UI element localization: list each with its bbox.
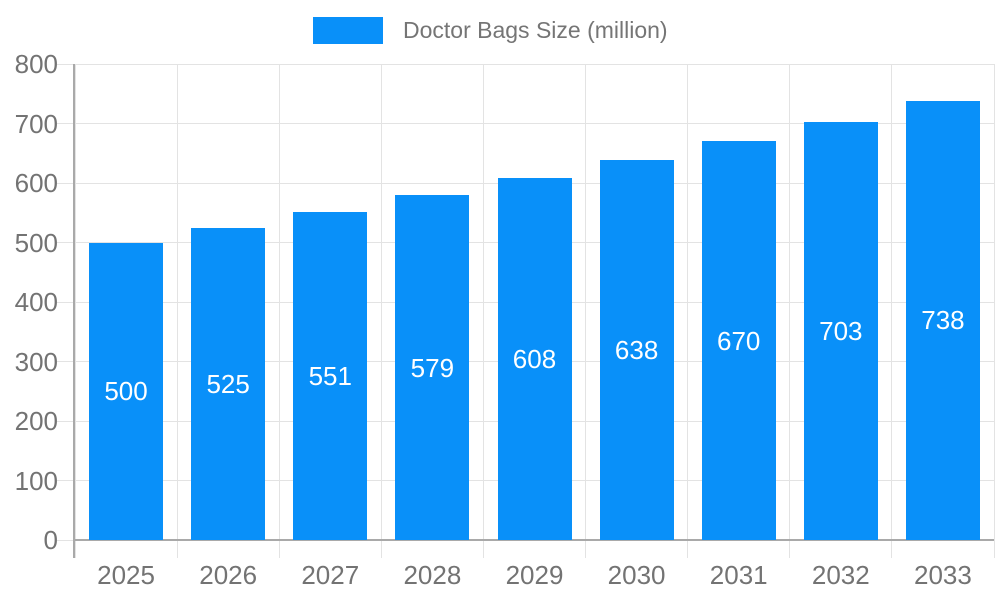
bar-value-label: 738 [921,305,965,336]
x-gridline [74,64,76,558]
y-axis-tick-label: 300 [14,346,58,377]
y-gridline [57,123,994,124]
x-gridline [585,64,587,558]
bar-value-label: 525 [206,368,250,399]
bar-2025[interactable]: 500 [89,242,164,540]
y-axis-tick-label: 700 [14,108,58,139]
x-gridline [891,64,893,558]
x-gridline [482,64,484,558]
bar-2026[interactable]: 525 [191,227,266,540]
x-gridline [789,64,791,558]
x-axis-tick-label: 2026 [199,560,258,590]
bar-2028[interactable]: 579 [395,195,470,540]
x-axis-tick-label: 2032 [811,560,870,590]
bar-2030[interactable]: 638 [599,160,674,540]
x-axis-tick-label: 2031 [709,560,768,590]
x-axis-tick-label: 2029 [505,560,564,590]
x-axis-line [73,539,994,541]
bar-value-label: 703 [819,315,863,346]
x-gridline [176,64,178,558]
x-axis-tick-label: 2033 [914,560,972,590]
bar-value-label: 579 [410,352,455,383]
x-axis-tick-label: 2030 [607,560,666,590]
legend-swatch [313,17,383,44]
x-gridline [687,64,689,558]
bar-2027[interactable]: 551 [293,212,368,540]
x-axis-tick-label: 2027 [301,560,360,590]
x-axis-tick-label: 2025 [97,560,155,590]
y-axis-tick-label: 600 [14,168,58,198]
y-axis-line [73,64,75,558]
bar-2033[interactable]: 738 [905,100,980,540]
legend-label: Doctor Bags Size (million) [403,17,668,43]
bar-2029[interactable]: 608 [497,178,572,540]
bar-value-label: 638 [614,335,659,366]
y-axis-tick-label: 500 [14,227,58,258]
x-axis-tick-label: 2028 [403,560,462,590]
bar-value-label: 608 [512,344,557,375]
y-axis-tick-label: 100 [14,465,58,496]
y-axis-tick-label: 0 [43,525,58,555]
x-gridline [993,64,995,558]
x-gridline [278,64,280,558]
bar-value-label: 551 [308,361,352,392]
y-axis-tick-label: 400 [14,287,58,317]
bar-2031[interactable]: 670 [701,141,776,540]
bar-value-label: 670 [717,325,761,356]
y-axis-tick-label: 800 [14,49,58,79]
legend-item[interactable]: Doctor Bags Size (million) [313,17,668,44]
y-gridline [57,63,994,65]
bar-2032[interactable]: 703 [803,121,878,540]
x-gridline [380,64,382,558]
y-axis-tick-label: 200 [14,406,58,436]
bar-value-label: 500 [104,376,148,407]
